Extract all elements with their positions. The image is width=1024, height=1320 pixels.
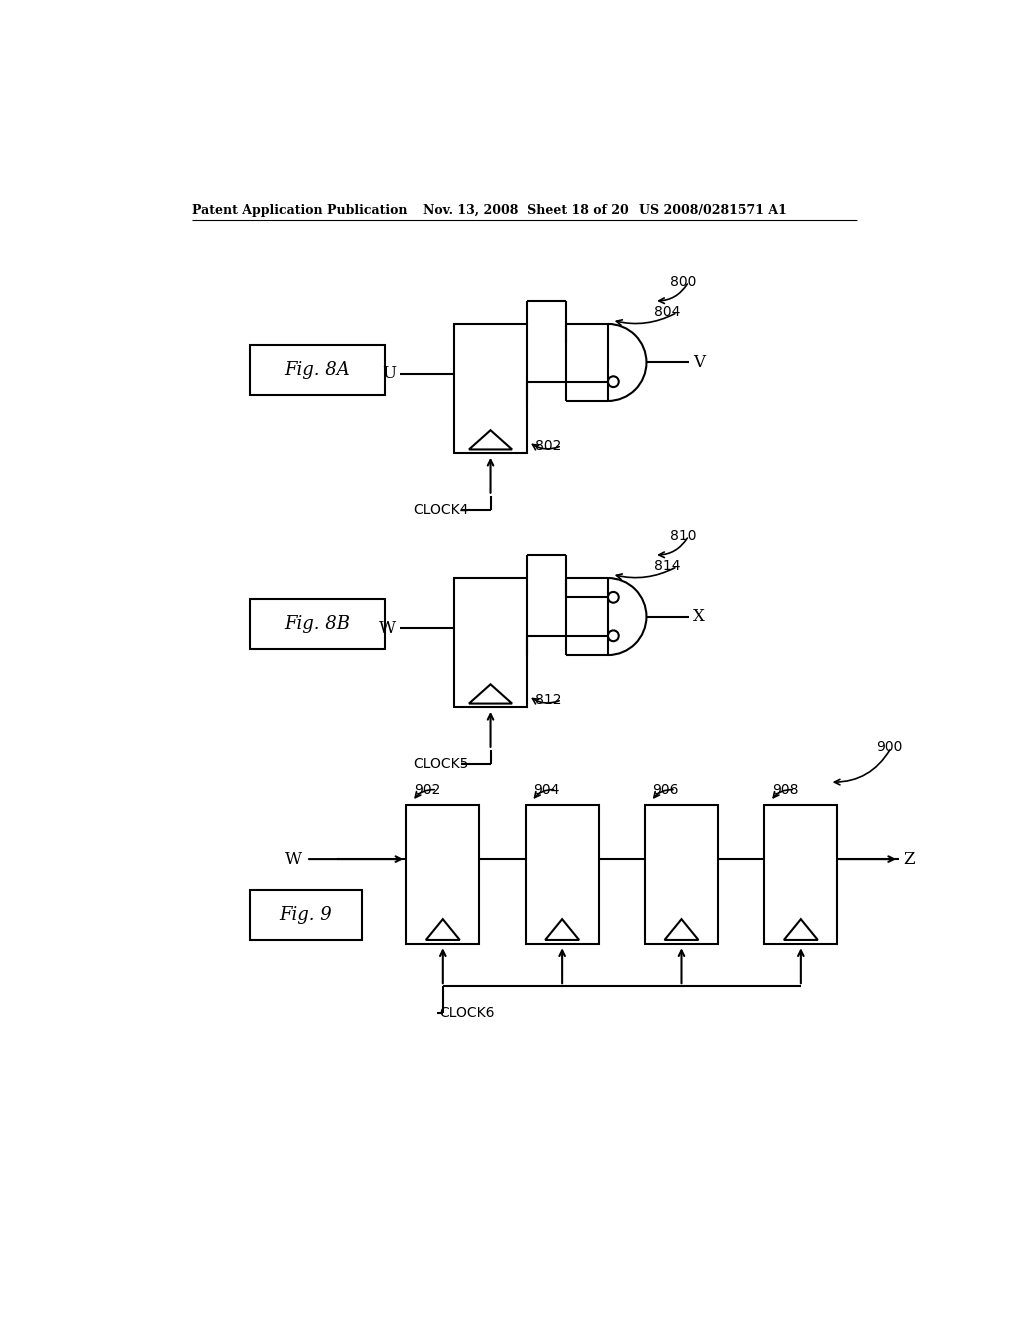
Text: V: V bbox=[692, 354, 705, 371]
Text: U: U bbox=[382, 366, 396, 383]
Text: 800: 800 bbox=[670, 275, 696, 289]
Bar bbox=[250, 890, 361, 940]
Circle shape bbox=[608, 631, 618, 642]
Polygon shape bbox=[784, 919, 818, 940]
Polygon shape bbox=[545, 919, 580, 940]
Polygon shape bbox=[426, 919, 460, 940]
Bar bbox=[250, 345, 385, 395]
Text: 902: 902 bbox=[414, 783, 440, 797]
Text: 812: 812 bbox=[535, 693, 561, 706]
Text: Fig. 8B: Fig. 8B bbox=[285, 615, 350, 632]
Text: CLOCK6: CLOCK6 bbox=[439, 1006, 495, 1020]
Bar bbox=[764, 805, 838, 944]
Text: W: W bbox=[379, 619, 396, 636]
Bar bbox=[525, 805, 599, 944]
Bar bbox=[645, 805, 718, 944]
Polygon shape bbox=[469, 684, 512, 704]
Text: 900: 900 bbox=[876, 741, 902, 755]
Text: 906: 906 bbox=[652, 783, 679, 797]
Text: 904: 904 bbox=[534, 783, 560, 797]
Text: Nov. 13, 2008  Sheet 18 of 20: Nov. 13, 2008 Sheet 18 of 20 bbox=[423, 205, 629, 218]
Text: 814: 814 bbox=[654, 560, 681, 573]
Bar bbox=[454, 578, 527, 708]
Text: US 2008/0281571 A1: US 2008/0281571 A1 bbox=[639, 205, 786, 218]
Bar bbox=[454, 323, 527, 453]
Polygon shape bbox=[665, 919, 698, 940]
Text: 802: 802 bbox=[535, 438, 561, 453]
Text: Patent Application Publication: Patent Application Publication bbox=[193, 205, 408, 218]
Text: 804: 804 bbox=[654, 305, 681, 319]
Bar bbox=[250, 599, 385, 649]
Circle shape bbox=[608, 591, 618, 603]
Circle shape bbox=[608, 376, 618, 387]
Text: W: W bbox=[285, 850, 302, 867]
Bar bbox=[407, 805, 479, 944]
Text: Fig. 8A: Fig. 8A bbox=[285, 360, 350, 379]
Polygon shape bbox=[469, 430, 512, 449]
Text: X: X bbox=[692, 609, 705, 626]
Text: Fig. 9: Fig. 9 bbox=[280, 906, 332, 924]
Text: Z: Z bbox=[903, 850, 914, 867]
Text: CLOCK5: CLOCK5 bbox=[414, 756, 469, 771]
Text: CLOCK4: CLOCK4 bbox=[414, 503, 469, 516]
Text: 908: 908 bbox=[772, 783, 799, 797]
Text: 810: 810 bbox=[670, 529, 696, 543]
